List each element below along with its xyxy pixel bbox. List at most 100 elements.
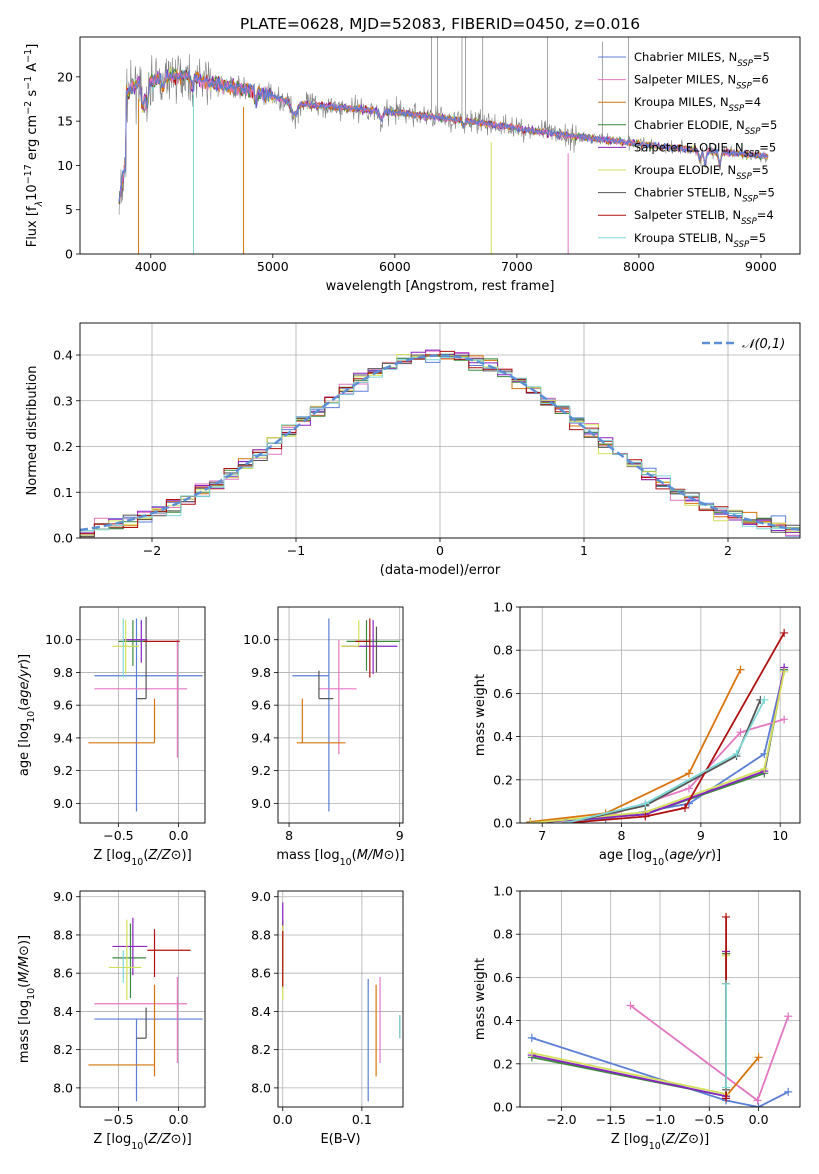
x-tick-label: 8: [618, 828, 626, 843]
mass_vs_z-plot-area: [88, 917, 203, 1102]
x-tick-label: 7: [538, 828, 546, 843]
x-tick-label: −1.5: [596, 1112, 626, 1127]
weight-series-chabrier_elodie: [527, 949, 731, 1101]
y-axis-label: Normed distribution: [25, 366, 40, 496]
errorbar-point-kroupa_miles: [88, 698, 156, 744]
errorbar-point-kroupa_miles: [88, 984, 156, 1077]
y-tick-label: 1.0: [493, 884, 513, 899]
mass_weight_vs_z-plot-area: [527, 912, 793, 1107]
errorbar-point-chabrier_miles: [94, 618, 203, 812]
weight-marker: [526, 819, 535, 823]
axes-frame: [519, 890, 801, 1108]
weight-series-salpeter_elodie: [526, 663, 789, 823]
x-tick-label: −0.5: [103, 1112, 133, 1127]
weight-marker: [684, 784, 693, 793]
x-tick-label: 10: [772, 828, 788, 843]
weight-marker: [784, 1012, 793, 1021]
y-tick-label: 8.8: [53, 927, 73, 942]
y-tick-label: 10.0: [45, 632, 73, 647]
y-tick-label: 0.4: [53, 348, 73, 363]
y-axis-label: mass [log10(M/M⊙)]: [17, 935, 37, 1063]
weight-marker: [760, 765, 769, 773]
weight-marker: [780, 628, 789, 637]
errorbar-point-kroupa_elodie: [341, 620, 360, 647]
y-tick-label: 8.4: [53, 1004, 73, 1019]
y-tick-label: 10.0: [243, 632, 271, 647]
y-tick-label: 9.4: [53, 730, 73, 745]
y-tick-label: 9.0: [53, 889, 73, 904]
model-spectrum-chabrier_miles: [118, 69, 769, 202]
mass_weight_vs_age-panel: 7 8 9 10 0.0 0.2 0.4 0.6 0.8 1.0 age [log10(age/yr…: [473, 600, 801, 868]
y-tick-label: 15: [57, 114, 73, 129]
x-tick-label: 0: [436, 543, 444, 558]
y-tick-label: 0.3: [53, 393, 73, 408]
x-axis-label: Z [log10(Z/Z⊙)]: [93, 848, 191, 868]
legend-entry: Salpeter MILES, NSSP=6: [634, 73, 769, 92]
legend-entry: Chabrier ELODIE, NSSP=5: [634, 118, 777, 137]
weight-marker: [684, 769, 693, 778]
y-tick-label: 5: [65, 202, 73, 217]
x-axis-label: Z [log10(Z/Z⊙)]: [611, 1132, 709, 1152]
weight-series-salpeter_miles: [626, 1001, 793, 1105]
figure-title: PLATE=0628, MJD=52083, FIBERID=0450, z=0…: [240, 15, 640, 33]
x-tick-label: 0.0: [273, 1112, 293, 1127]
weight-marker: [760, 695, 769, 704]
age_vs_z-plot-area: [88, 616, 203, 812]
y-tick-label: 9.0: [53, 796, 73, 811]
y-tick-label: 0.2: [493, 1056, 513, 1071]
y-tick-label: 0.2: [493, 772, 513, 787]
y-tick-label: 0.0: [493, 1100, 513, 1115]
y-axis-label: Flux [fλ10−17 erg cm−2 s−1 A−1]: [23, 44, 45, 248]
y-tick-label: 8.0: [53, 1080, 73, 1095]
normal-reference-curve: [80, 354, 800, 532]
spectrum-legend: Chabrier MILES, NSSP=5 Salpeter MILES, NS…: [598, 50, 777, 250]
y-tick-label: 20: [57, 69, 73, 84]
y-tick-label: 0.4: [493, 729, 513, 744]
y-tick-label: 10: [57, 158, 73, 173]
axes-frame: [79, 322, 801, 539]
y-tick-label: 1.0: [493, 600, 513, 615]
residual_hist-panel: −2 −1 0 1 2 0.0 0.1 0.2 0.3 0.4 (data-model)/error…: [25, 322, 801, 578]
y-tick-label: 0.2: [53, 439, 73, 454]
residual_hist-plot-area: [80, 349, 800, 538]
y-tick-label: 0.6: [493, 970, 513, 985]
y-tick-label: 9.0: [251, 796, 271, 811]
y-tick-label: 0.0: [53, 531, 73, 546]
errorbar-point-kroupa_elodie: [108, 919, 142, 1000]
mass_vs_ebv-panel: 0.0 0.1 8.0 8.2 8.4 8.6 8.8 9.0 E(B-V): [251, 889, 404, 1147]
weight-series-chabrier_elodie: [526, 665, 789, 823]
x-tick-label: 1: [580, 543, 588, 558]
weight-marker: [722, 1083, 731, 1092]
weight-series-chabrier_miles: [526, 665, 789, 823]
y-tick-label: 9.4: [251, 730, 271, 745]
weight-marker: [736, 728, 745, 737]
model-spectrum-salpeter_miles: [118, 71, 769, 201]
weight-marker: [754, 1103, 763, 1107]
x-tick-label: 0.1: [352, 1112, 372, 1127]
errorbar-point-salpeter_elodie: [123, 620, 148, 663]
legend-entry: 𝒩(0,1): [742, 337, 785, 352]
age_vs_mass-plot-area: [292, 618, 400, 812]
weight-marker: [732, 749, 741, 758]
legend-entry: Kroupa ELODIE, NSSP=5: [634, 163, 769, 182]
legend-entry: Kroupa MILES, NSSP=4: [634, 95, 761, 114]
weight-marker: [753, 1096, 762, 1105]
axes-frame: [519, 606, 801, 824]
weight-series-kroupa_elodie: [526, 667, 789, 823]
spectrum-plot-area: [118, 37, 769, 254]
x-tick-label: −2.0: [546, 1112, 576, 1127]
x-axis-label: (data-model)/error: [380, 563, 501, 578]
x-axis-label: mass [log10(M/M⊙)]: [276, 848, 404, 868]
y-tick-label: 9.6: [251, 698, 271, 713]
x-tick-label: 6000: [379, 259, 411, 274]
weight-marker: [562, 819, 571, 823]
x-axis-label: E(B-V): [320, 1132, 360, 1147]
histogram-salpeter_stelib: [80, 350, 800, 538]
weight-marker: [722, 1094, 731, 1103]
x-tick-label: 5000: [257, 259, 289, 274]
x-tick-label: −1: [287, 543, 305, 558]
errorbar-point-chabrier_stelib: [136, 616, 147, 700]
y-tick-label: 8.8: [251, 927, 271, 942]
age_vs_mass-panel: 8 9 9.0 9.2 9.4 9.6 9.8 10.0 mass [log10(M/M⊙)]: [243, 606, 405, 868]
